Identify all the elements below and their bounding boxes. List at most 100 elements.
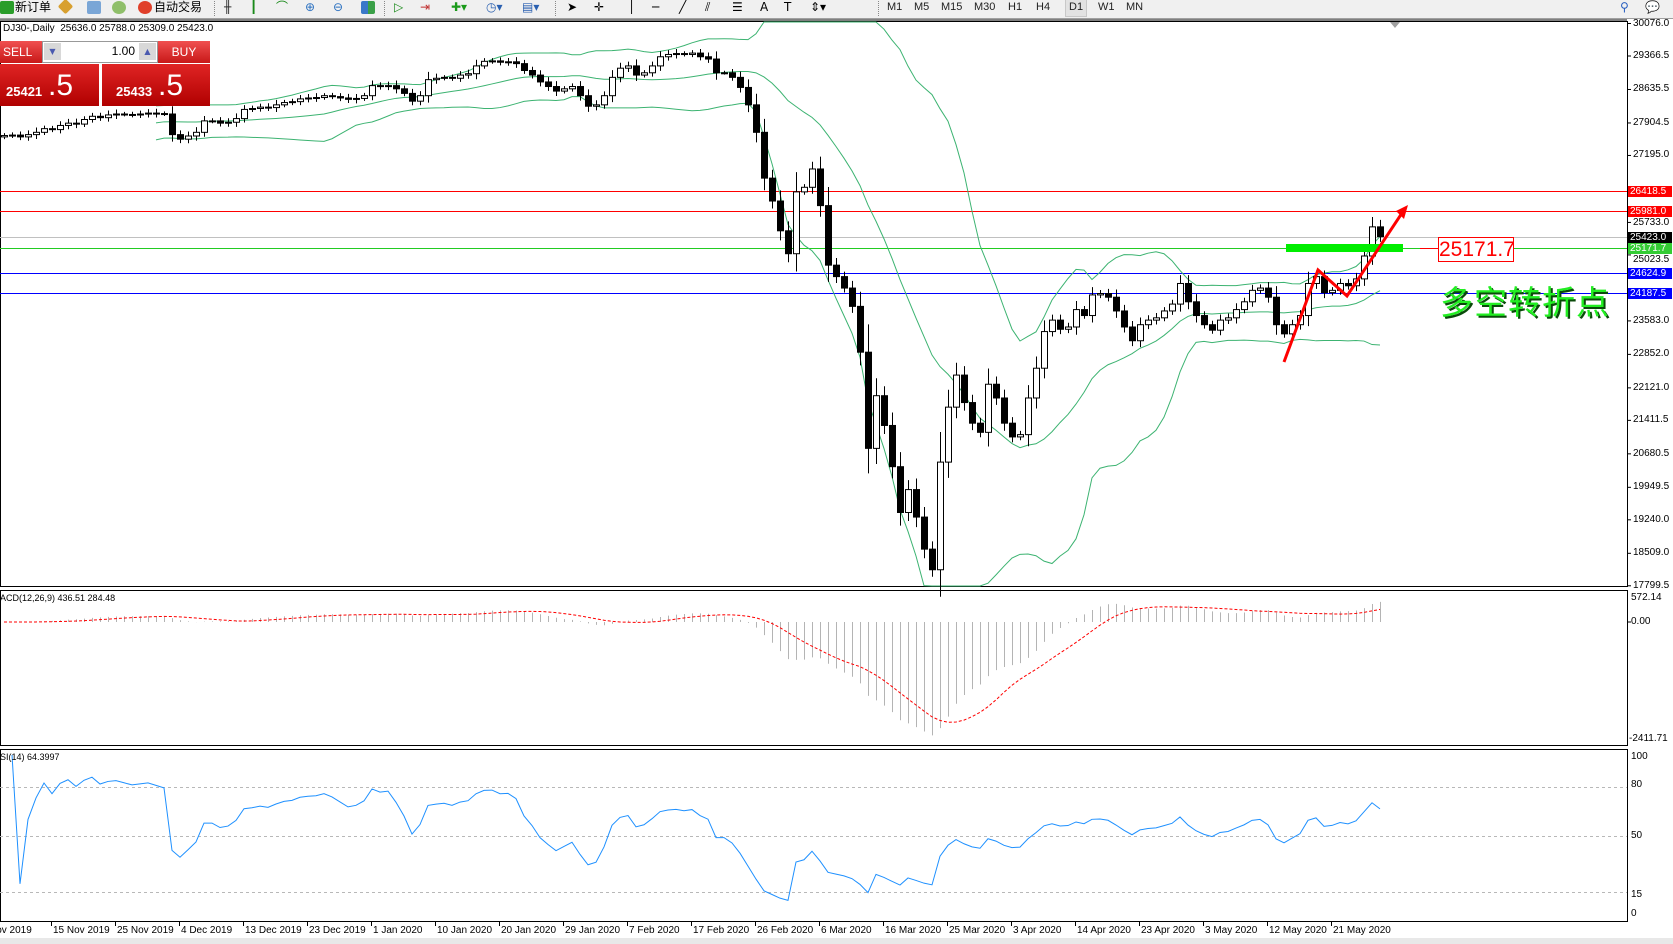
- bearish-candle-body: [97, 115, 104, 119]
- volume-value[interactable]: 1.00: [111, 44, 135, 58]
- price-level-tag: 25171.7: [1628, 243, 1672, 254]
- bearish-candle-body: [817, 168, 824, 207]
- rsi-axis-100: 100: [1631, 751, 1648, 762]
- equidistant-channel-icon[interactable]: ⫽: [705, 0, 711, 14]
- bearish-candle-body: [401, 88, 408, 94]
- symbol-info: DJ30-,Daily: [3, 23, 55, 34]
- bullish-candle-body: [721, 72, 728, 75]
- date-axis-label: 1 Jan 2020: [373, 925, 423, 936]
- breakout-zone-highlight: [1286, 244, 1403, 252]
- bearish-candle-body: [753, 104, 760, 133]
- buy-price-button[interactable]: 25433 .5: [102, 64, 210, 106]
- timeframe-d1[interactable]: D1: [1065, 0, 1088, 17]
- trendline-icon[interactable]: ╱: [679, 0, 687, 14]
- timeframe-mn[interactable]: MN: [1126, 1, 1144, 13]
- timeframe-h1[interactable]: H1: [1008, 1, 1023, 13]
- new-order-button[interactable]: 新订单: [15, 0, 52, 14]
- crosshair-icon[interactable]: ✛: [594, 0, 605, 14]
- bullish-candle-body: [361, 95, 368, 99]
- bearish-candle-body: [785, 230, 792, 255]
- rsi-line: [11, 754, 1381, 901]
- text-label-icon[interactable]: T: [784, 0, 792, 14]
- volume-field[interactable]: ▼ 1.00 ▲: [42, 41, 158, 63]
- macd-axis-zero: 0.00: [1631, 616, 1651, 627]
- date-axis-label: 15 Nov 2019: [53, 925, 110, 936]
- bearish-candle-body: [449, 76, 456, 79]
- bullish-candle-body: [25, 134, 32, 138]
- chart-shift-marker[interactable]: [1390, 22, 1400, 28]
- bearish-candle-body: [969, 402, 976, 424]
- bullish-candle-body: [441, 76, 448, 79]
- timeframe-w1[interactable]: W1: [1098, 1, 1115, 13]
- horizontal-line-icon[interactable]: ─: [652, 0, 660, 14]
- candlesticks: [1, 49, 1384, 597]
- bearish-candle-body: [513, 61, 520, 65]
- signals-icon[interactable]: [112, 1, 126, 14]
- bearish-candle-body: [1057, 319, 1064, 330]
- bearish-candle-body: [881, 395, 888, 426]
- vertical-line-icon[interactable]: │: [628, 0, 636, 14]
- bullish-candle-body: [1, 135, 8, 138]
- new-order-icon[interactable]: [0, 1, 14, 14]
- bullish-candle-body: [1097, 293, 1104, 296]
- price-axis-label: 19949.5: [1633, 481, 1670, 492]
- indicators-icon[interactable]: ✚▾: [451, 0, 468, 14]
- date-axis-label: 4 Dec 2019: [181, 925, 233, 936]
- bullish-candle-body: [465, 73, 472, 76]
- bullish-candle-body: [145, 112, 152, 115]
- zoom-out-icon[interactable]: ⊖: [333, 0, 344, 14]
- tile-windows-icon[interactable]: [361, 1, 375, 14]
- autoscroll-icon[interactable]: ⇥: [420, 0, 431, 14]
- bullish-candle-body: [649, 65, 656, 74]
- history-center-icon[interactable]: [87, 1, 101, 14]
- sell-price-button[interactable]: 25421 .5: [0, 64, 99, 106]
- periods-icon[interactable]: ◷▾: [486, 0, 503, 14]
- bullish-candle-body: [433, 77, 440, 81]
- search-icon[interactable]: ⚲: [1620, 0, 1629, 14]
- chart-shift-icon[interactable]: ▷: [394, 0, 404, 14]
- auto-trading-icon[interactable]: [138, 1, 152, 14]
- timeframe-m1[interactable]: M1: [887, 1, 903, 13]
- bearish-candle-body: [161, 113, 168, 116]
- bullish-candle-body: [945, 406, 952, 463]
- price-level-tag: 26418.5: [1628, 186, 1672, 197]
- bar-chart-icon[interactable]: ╫: [224, 0, 232, 14]
- bearish-candle-body: [633, 65, 640, 76]
- volume-decrease-button[interactable]: ▼: [44, 43, 61, 60]
- price-axis-label: 19240.0: [1633, 514, 1670, 525]
- sell-button[interactable]: SELL: [0, 41, 43, 63]
- bearish-candle-body: [713, 58, 720, 74]
- bearish-candle-body: [345, 97, 352, 100]
- cursor-icon[interactable]: ➤: [567, 0, 578, 14]
- buy-button[interactable]: BUY: [158, 41, 210, 63]
- templates-icon[interactable]: ▤▾: [522, 0, 540, 14]
- bullish-candle-body: [9, 134, 16, 137]
- line-chart-icon[interactable]: ⌒: [276, 0, 289, 14]
- date-axis-label: 3 May 2020: [1205, 925, 1258, 936]
- timeframe-h4[interactable]: H4: [1036, 1, 1051, 13]
- text-icon[interactable]: A: [760, 0, 769, 14]
- bullish-candle-body: [1177, 282, 1184, 305]
- candlestick-chart-icon[interactable]: ┃: [250, 0, 258, 14]
- sell-price-fraction: .5: [48, 69, 74, 102]
- chat-icon[interactable]: 💬: [1645, 0, 1660, 14]
- timeframe-m30[interactable]: M30: [974, 1, 996, 13]
- timeframe-m15[interactable]: M15: [941, 1, 963, 13]
- bearish-candle-body: [857, 305, 864, 353]
- volume-increase-button[interactable]: ▲: [139, 43, 156, 60]
- bearish-candle-body: [961, 374, 968, 404]
- fibonacci-icon[interactable]: ☰: [732, 0, 743, 14]
- arrows-icon[interactable]: ⇕▾: [810, 0, 827, 14]
- price-axis-label: 20680.5: [1633, 448, 1670, 459]
- timeframe-m5[interactable]: M5: [914, 1, 930, 13]
- date-axis-label: 25 Nov 2019: [117, 925, 174, 936]
- price-level-tag: 24187.5: [1628, 288, 1672, 299]
- date-axis-label: 7 Feb 2020: [629, 925, 680, 936]
- zoom-in-icon[interactable]: ⊕: [305, 0, 316, 14]
- price-level-tag: 25981.0: [1628, 206, 1672, 217]
- bearish-candle-body: [1201, 315, 1208, 326]
- bearish-candle-body: [833, 264, 840, 278]
- auto-trading-button[interactable]: 自动交易: [154, 0, 203, 14]
- bullish-candle-body: [641, 72, 648, 76]
